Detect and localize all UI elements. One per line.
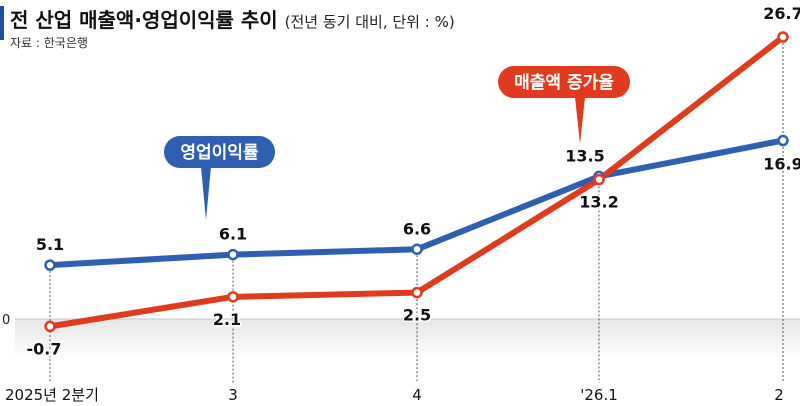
data-label-1-3: 13.2 <box>579 193 618 212</box>
data-point-0-4 <box>777 134 789 147</box>
legend-sales-growth-label: 매출액 증가율 <box>514 73 614 93</box>
data-label-0-4: 16.9 <box>763 155 800 174</box>
x-tick-label-4: 2 <box>774 386 784 404</box>
data-label-1-1: 2.1 <box>213 310 241 329</box>
data-point-0-1 <box>227 248 239 261</box>
data-point-1-0 <box>44 320 56 333</box>
legend-operating-margin-pointer <box>201 167 211 220</box>
data-label-0-3: 13.5 <box>565 146 604 165</box>
data-point-1-1 <box>227 291 239 303</box>
x-tick-label-2: 4 <box>412 386 422 404</box>
legend-operating-margin-bubble <box>164 136 275 168</box>
chart-subtitle: (전년 동기 대비, 단위 : %) <box>284 13 455 31</box>
data-label-1-2: 2.5 <box>403 306 431 325</box>
x-tick-label-0: 2025년 2분기 <box>5 386 99 404</box>
y-zero-label: 0 <box>2 313 10 328</box>
x-tick-label-3: '26.1 <box>580 386 618 404</box>
legend-sales-growth-bubble <box>498 66 630 98</box>
x-tick-label-1: 3 <box>228 386 238 404</box>
legend-operating-margin-label: 영업이익률 <box>180 143 259 163</box>
series-line-1 <box>47 34 786 330</box>
chart-title: 전 산업 매출액·영업이익률 추이 (전년 동기 대비, 단위 : %) <box>10 4 455 33</box>
data-label-1-4: 26.7 <box>763 4 800 23</box>
data-label-0-2: 6.6 <box>403 219 431 238</box>
data-point-1-4 <box>777 31 789 43</box>
chart-title-text: 전 산업 매출액·영업이익률 추이 <box>10 8 278 32</box>
zero-band <box>15 319 800 359</box>
title-accent-bar <box>0 6 4 40</box>
data-label-0-1: 6.1 <box>219 225 247 244</box>
data-label-1-0: -0.7 <box>27 339 62 358</box>
data-label-0-0: 5.1 <box>36 235 64 254</box>
source-note: 자료 : 한국은행 <box>10 36 88 50</box>
data-point-1-2 <box>411 286 423 299</box>
legend-sales-growth-pointer <box>575 97 585 144</box>
data-point-1-3 <box>593 173 605 186</box>
data-point-0-0 <box>44 259 56 271</box>
data-point-0-2 <box>411 243 423 256</box>
